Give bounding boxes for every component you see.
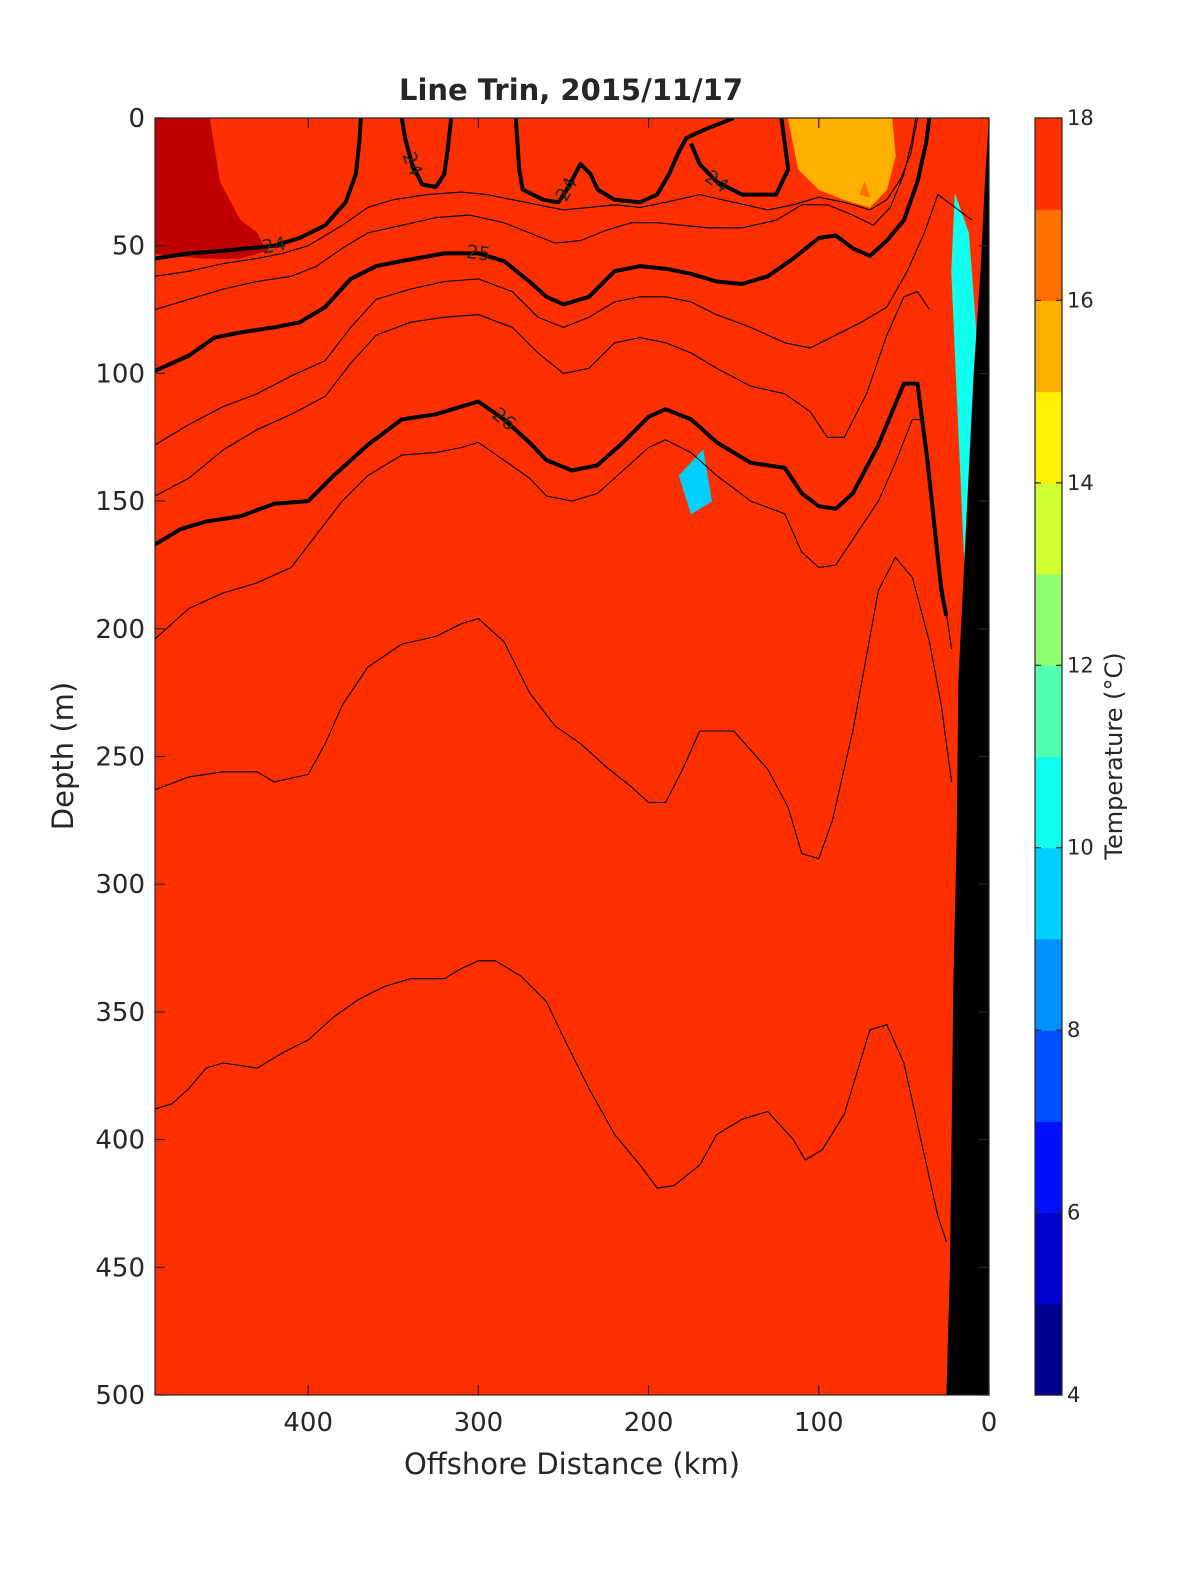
colorbar-swatch-12 (1035, 574, 1062, 666)
contour-line-8 (155, 194, 973, 446)
contour-label-4: 25 (465, 241, 492, 266)
x-tick-label-300: 300 (454, 1408, 504, 1438)
colorbar-tick-label-16: 16 (1067, 288, 1094, 312)
colorbar-swatch-14 (1035, 391, 1062, 484)
y-tick-label-0: 0 (128, 104, 145, 134)
y-axis: 0 50 100 150 200 250 300 350 400 450 500 (95, 104, 989, 1411)
chart-title: Line Trin, 2015/11/17 (399, 73, 743, 107)
y-tick-label-200: 200 (95, 615, 145, 645)
contour-line-2 (513, 118, 735, 205)
y-tick-label-450: 450 (95, 1253, 145, 1283)
contour-line-6 (155, 118, 919, 277)
contour-line-12 (155, 960, 947, 1242)
colorbar-swatch-17 (1035, 118, 1062, 210)
colorbar-tick-label-12: 12 (1067, 653, 1094, 677)
density-contours (155, 118, 973, 1242)
colorbar-tick-label-8: 8 (1067, 1018, 1080, 1042)
contour-line-9 (155, 291, 930, 497)
y-tick-label-50: 50 (112, 232, 145, 262)
colorbar-swatch-7 (1035, 1030, 1062, 1122)
y-axis-label: Depth (m) (46, 682, 80, 830)
y-tick-label-300: 300 (95, 870, 145, 900)
colorbar-swatch-16 (1035, 209, 1062, 301)
contour-line-1 (399, 118, 454, 189)
colorbar-tick-label-6: 6 (1067, 1201, 1080, 1225)
x-tick-label-400: 400 (283, 1408, 333, 1438)
contour-line-0 (155, 118, 363, 261)
colorbar-frame (1034, 117, 1063, 1396)
colorbar-tick-label-10: 10 (1067, 836, 1094, 860)
x-tick-label-100: 100 (794, 1408, 844, 1438)
contour-line-3 (689, 118, 791, 197)
contour-label-0: 24 (260, 233, 287, 259)
y-tick-label-350: 350 (95, 998, 145, 1028)
svg-text:25: 25 (465, 241, 492, 266)
colorbar-swatch-8 (1035, 938, 1062, 1031)
temperature-bands (155, 118, 989, 1395)
colorbar-tick-label-4: 4 (1067, 1383, 1080, 1407)
x-axis-label: Offshore Distance (km) (404, 1447, 740, 1481)
colorbar-swatch-9 (1035, 847, 1062, 940)
colorbar-tick-label-18: 18 (1067, 106, 1094, 130)
x-axis: 400 300 200 100 0 (283, 118, 997, 1438)
colorbar-swatch-13 (1035, 482, 1062, 575)
temperature-patch-3 (859, 180, 871, 198)
colorbar-swatch-5 (1035, 1212, 1062, 1305)
temperature-patches (155, 118, 980, 578)
contour-line-10 (155, 418, 953, 650)
svg-text:24: 24 (260, 233, 287, 259)
temperature-patch-4 (678, 449, 712, 515)
y-tick-label-100: 100 (95, 359, 145, 389)
y-tick-label-500: 500 (95, 1381, 145, 1411)
temperature-patch-2 (787, 118, 896, 208)
contour-line-5 (155, 381, 949, 617)
y-tick-label-150: 150 (95, 487, 145, 517)
colorbar-swatch-4 (1035, 1303, 1062, 1396)
contour-line-7 (155, 118, 917, 311)
colorbar-swatch-6 (1035, 1121, 1062, 1214)
temperature-band-17-18 (155, 118, 989, 1395)
contour-line-4 (155, 118, 932, 373)
x-tick-label-200: 200 (624, 1408, 674, 1438)
colorbar-swatch-10 (1035, 756, 1062, 849)
y-tick-label-400: 400 (95, 1126, 145, 1156)
colorbar-tick-label-14: 14 (1067, 471, 1094, 495)
colorbar-swatch-11 (1035, 665, 1062, 758)
colorbar-label: Temperature (°C) (1100, 652, 1128, 860)
colorbar-swatch-15 (1035, 300, 1062, 393)
x-tick-label-0: 0 (981, 1408, 998, 1438)
y-tick-label-250: 250 (95, 743, 145, 773)
contour-line-11 (155, 556, 953, 860)
colorbar: 4 6 8 10 12 14 16 18 (1034, 106, 1094, 1407)
